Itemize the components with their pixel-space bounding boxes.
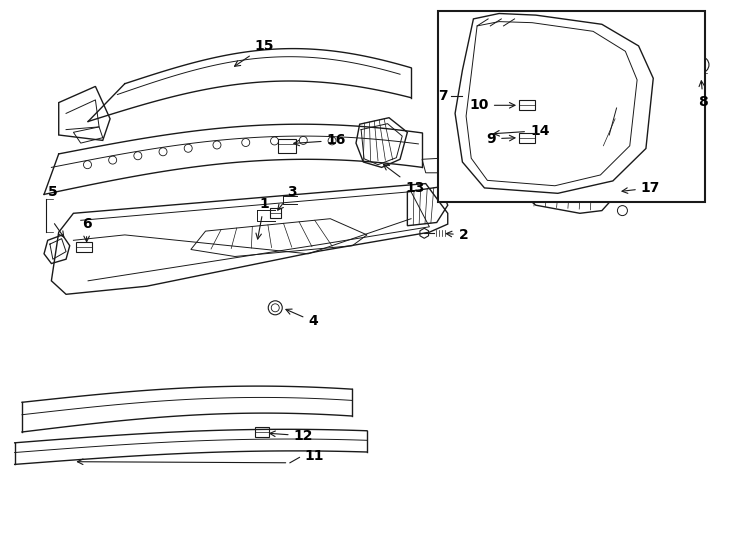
Text: 1: 1	[256, 197, 269, 239]
Bar	[270, 208, 281, 218]
Text: 6: 6	[81, 217, 92, 242]
Text: 11: 11	[305, 449, 324, 463]
Text: 5: 5	[48, 185, 58, 199]
Text: 8: 8	[698, 81, 708, 109]
Text: 7: 7	[438, 89, 448, 103]
Bar	[519, 100, 535, 110]
Bar	[438, 11, 705, 202]
Text: 17: 17	[622, 181, 660, 195]
Text: 4: 4	[286, 309, 318, 328]
Text: 14: 14	[494, 124, 550, 138]
Bar	[519, 133, 535, 143]
Text: 3: 3	[277, 185, 297, 210]
Text: 16: 16	[294, 133, 346, 147]
Bar	[473, 129, 490, 139]
Text: 12: 12	[269, 429, 313, 443]
Text: 13: 13	[383, 164, 424, 195]
Bar	[255, 427, 269, 437]
Text: 2: 2	[446, 228, 468, 242]
Bar	[76, 242, 92, 252]
Text: 10: 10	[470, 98, 515, 112]
Text: 9: 9	[487, 132, 515, 146]
Bar	[277, 139, 296, 153]
Text: 15: 15	[235, 39, 274, 66]
